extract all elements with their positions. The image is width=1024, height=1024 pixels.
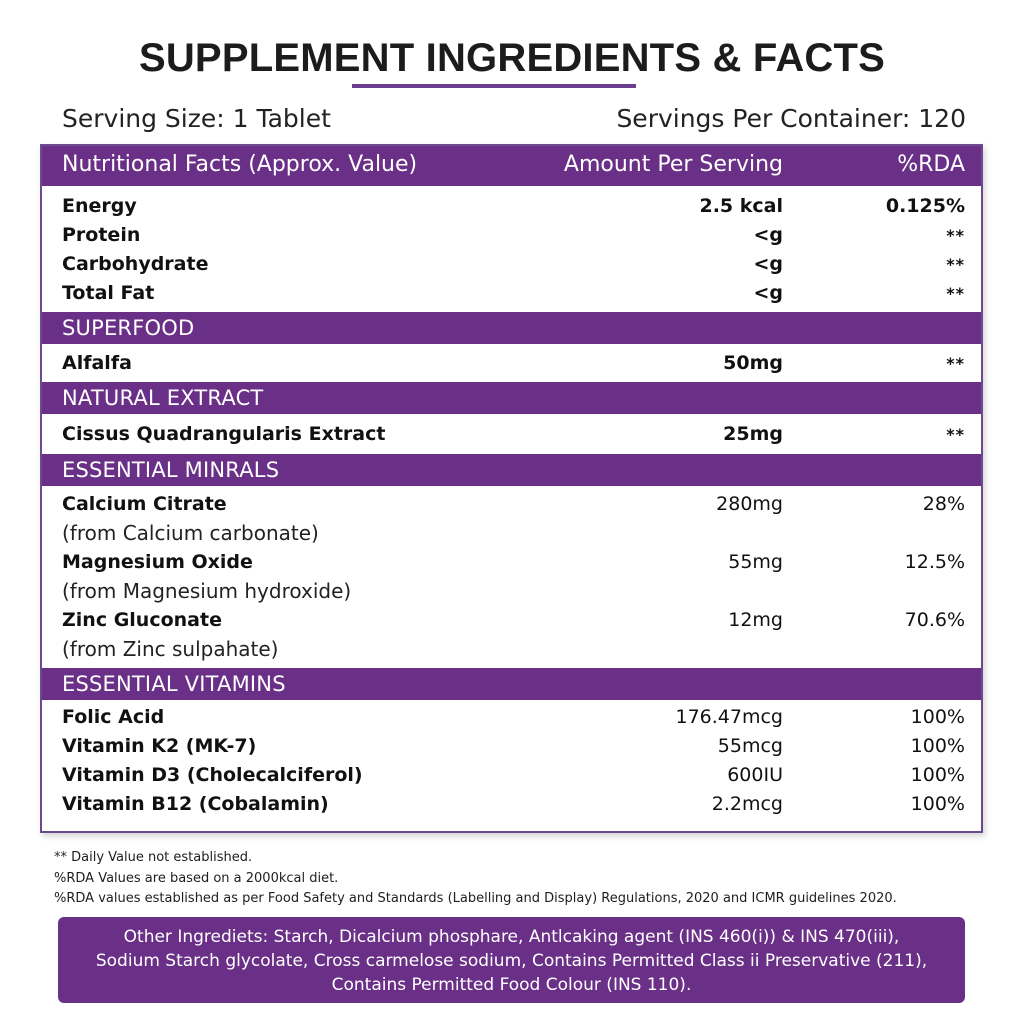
supplement-facts-table: Nutritional Facts (Approx. Value) Amount… — [40, 144, 983, 833]
other-ingredients-line: Sodium Starch glycolate, Cross carmelose… — [95, 951, 928, 971]
ingredient-name: Zinc Gluconate — [62, 609, 222, 631]
ingredient-name: Magnesium Oxide — [62, 551, 253, 573]
ingredient-name: Calcium Citrate — [62, 493, 227, 515]
ingredient-source: (from Zinc sulpahate) — [62, 637, 279, 661]
table-header: Nutritional Facts (Approx. Value) Amount… — [42, 146, 981, 186]
table-row: Alfalfa 50mg ** — [42, 349, 981, 378]
table-row: Total Fat <g ** — [42, 279, 981, 308]
serving-size: Serving Size: 1 Tablet — [62, 104, 331, 133]
table-row: Protein <g ** — [42, 221, 981, 250]
ingredient-name: Alfalfa — [62, 352, 132, 374]
footnote-daily-value: ** Daily Value not established. — [54, 850, 253, 865]
servings-per-container: Servings Per Container: 120 — [616, 104, 966, 133]
table-row: Vitamin D3 (Cholecalciferol) 600IU 100% — [42, 761, 981, 790]
nutrient-rda: ** — [946, 284, 965, 303]
ingredient-amount: 55mg — [728, 551, 783, 573]
ingredient-rda: 100% — [910, 735, 965, 757]
nutrient-name: Energy — [62, 195, 137, 217]
nutrient-name: Total Fat — [62, 282, 155, 304]
nutrient-rda: ** — [946, 255, 965, 274]
ingredient-amount: 600IU — [727, 764, 783, 786]
other-ingredients-line: Contains Permitted Food Colour (INS 110)… — [331, 975, 692, 995]
nutrient-rda: ** — [946, 226, 965, 245]
ingredient-name: Folic Acid — [62, 706, 165, 728]
ingredient-rda: ** — [946, 425, 965, 444]
ingredient-name: Cissus Quadrangularis Extract — [62, 423, 386, 445]
footnote-regulations: %RDA values established as per Food Safe… — [54, 891, 897, 906]
table-row: Energy 2.5 kcal 0.125% — [42, 192, 981, 221]
ingredient-amount: 12mg — [728, 609, 783, 631]
other-ingredients-box: Other Ingrediets: Starch, Dicalcium phos… — [58, 917, 965, 1003]
table-row-source: (from Zinc sulpahate) — [42, 635, 981, 664]
table-row-source: (from Magnesium hydroxide) — [42, 577, 981, 606]
footnote-rda-basis: %RDA Values are based on a 2000kcal diet… — [54, 870, 339, 886]
table-row: Carbohydrate <g ** — [42, 250, 981, 279]
ingredient-amount: 280mg — [716, 493, 783, 515]
ingredient-source: (from Calcium carbonate) — [62, 521, 319, 545]
ingredient-amount: 2.2mcg — [711, 793, 783, 815]
ingredient-amount: 55mcg — [717, 735, 783, 757]
ingredient-name: Vitamin K2 (MK-7) — [62, 735, 257, 757]
ingredient-rda: 100% — [910, 793, 965, 815]
other-ingredients-line: Other Ingrediets: Starch, Dicalcium phos… — [123, 927, 900, 947]
column-header-nutrient: Nutritional Facts (Approx. Value) — [62, 152, 418, 177]
ingredient-rda: 28% — [922, 493, 965, 515]
table-row-source: (from Calcium carbonate) — [42, 519, 981, 548]
table-row: Cissus Quadrangularis Extract 25mg ** — [42, 420, 981, 449]
section-header-essential-vitamins: ESSENTIAL VITAMINS — [42, 668, 981, 700]
nutrient-amount: <g — [753, 224, 783, 246]
ingredient-rda: 12.5% — [904, 551, 965, 573]
ingredient-amount: 25mg — [723, 423, 783, 445]
title-underline-divider — [352, 84, 636, 88]
ingredient-name: Vitamin D3 (Cholecalciferol) — [62, 764, 363, 786]
ingredient-rda: 70.6% — [904, 609, 965, 631]
ingredient-source: (from Magnesium hydroxide) — [62, 579, 352, 603]
serving-info: Serving Size: 1 Tablet Servings Per Cont… — [62, 102, 966, 136]
ingredient-amount: 50mg — [723, 352, 783, 374]
nutrient-amount: <g — [753, 282, 783, 304]
table-row: Zinc Gluconate 12mg 70.6% — [42, 606, 981, 635]
ingredient-name: Vitamin B12 (Cobalamin) — [62, 793, 329, 815]
table-row: Magnesium Oxide 55mg 12.5% — [42, 548, 981, 577]
ingredient-rda: ** — [946, 354, 965, 373]
section-header-natural-extract: NATURAL EXTRACT — [42, 382, 981, 414]
table-row: Folic Acid 176.47mcg 100% — [42, 703, 981, 732]
nutrient-name: Protein — [62, 224, 141, 246]
ingredient-rda: 100% — [910, 706, 965, 728]
table-row: Calcium Citrate 280mg 28% — [42, 490, 981, 519]
table-row: Vitamin K2 (MK-7) 55mcg 100% — [42, 732, 981, 761]
nutrient-amount: 2.5 kcal — [699, 195, 783, 217]
nutrient-rda: 0.125% — [885, 195, 965, 217]
ingredient-rda: 100% — [910, 764, 965, 786]
page-title: SUPPLEMENT INGREDIENTS & FACTS — [138, 36, 886, 80]
footnotes: ** Daily Value not established. %RDA Val… — [54, 848, 984, 910]
nutrient-name: Carbohydrate — [62, 253, 209, 275]
column-header-rda: %RDA — [897, 152, 965, 177]
ingredient-amount: 176.47mcg — [675, 706, 784, 728]
nutrient-amount: <g — [753, 253, 783, 275]
section-header-superfood: SUPERFOOD — [42, 312, 981, 344]
column-header-amount: Amount Per Serving — [563, 152, 783, 177]
section-header-essential-minerals: ESSENTIAL MINRALS — [42, 454, 981, 486]
table-row: Vitamin B12 (Cobalamin) 2.2mcg 100% — [42, 790, 981, 819]
